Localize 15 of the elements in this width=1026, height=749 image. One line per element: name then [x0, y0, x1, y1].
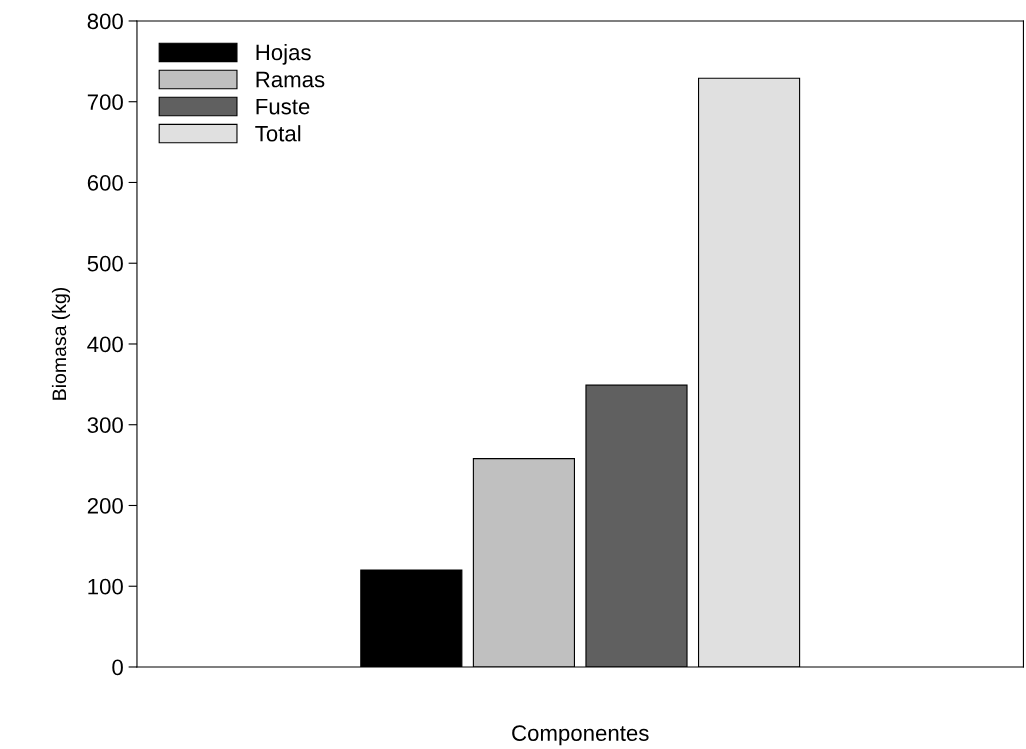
- y-tick-label: 700: [87, 94, 123, 110]
- y-tick-label: 200: [87, 498, 123, 514]
- x-axis-title: Componentes: [512, 725, 649, 746]
- y-tick-label: 100: [88, 578, 123, 595]
- y-tick-label: 600: [87, 175, 123, 191]
- legend-label: Total: [255, 125, 301, 142]
- y-tick-label: 0: [112, 659, 123, 676]
- y-tick-label: 500: [87, 255, 123, 272]
- y-tick-label: 400: [87, 336, 123, 353]
- y-axis-title: Biomasa (kg): [51, 287, 71, 400]
- y-tick-label: 300: [87, 417, 123, 433]
- legend-label: Hojas: [256, 43, 311, 65]
- y-tick-label: 800: [87, 13, 123, 30]
- legend-label: Ramas: [256, 71, 325, 88]
- legend-label: Fuste: [256, 98, 310, 115]
